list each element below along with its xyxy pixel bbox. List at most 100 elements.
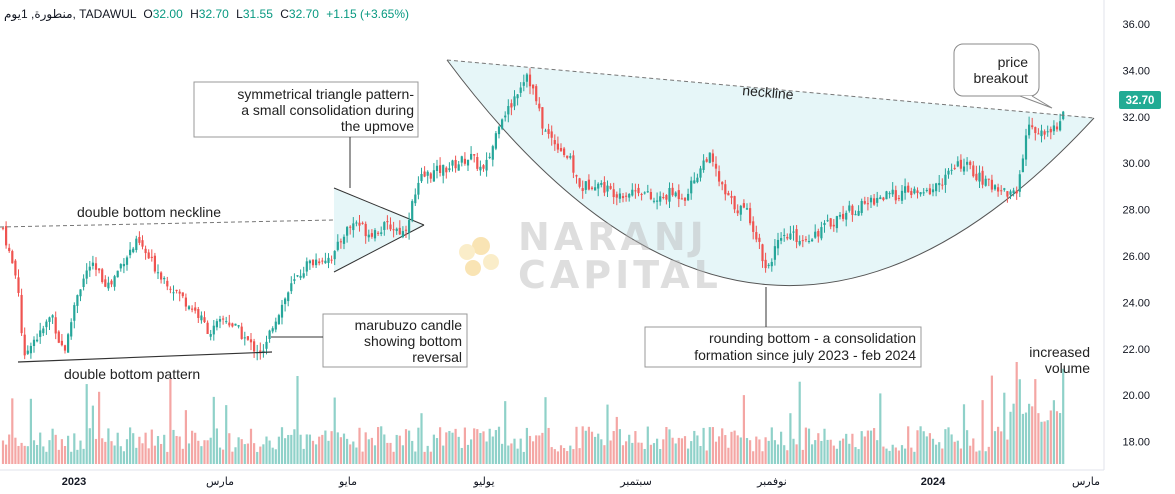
candle-body xyxy=(172,292,175,294)
candle-body xyxy=(367,234,370,238)
time-tick-label: مارس xyxy=(1072,476,1100,488)
candle-body xyxy=(200,315,203,321)
volume-bar xyxy=(811,444,814,464)
volume-bar xyxy=(550,447,553,464)
candle-body xyxy=(950,169,953,171)
candle-body xyxy=(76,295,79,306)
volume-bar xyxy=(1062,368,1065,464)
volume-bar xyxy=(786,450,789,464)
candle-body xyxy=(411,201,414,221)
volume-bar xyxy=(29,398,32,464)
candle-body xyxy=(798,241,801,245)
watermark-line1: NARANJ xyxy=(518,215,708,259)
volume-bar xyxy=(463,427,466,464)
price-axis[interactable]: 18.00 20.00 22.00 24.00 26.00 28.00 30.00 32.00… xyxy=(1122,19,1150,449)
volume-bar xyxy=(79,440,82,464)
open-value: O32.00 xyxy=(143,7,183,21)
candle-body xyxy=(299,275,302,278)
candle-body xyxy=(981,170,984,185)
volume-bar xyxy=(299,434,302,464)
candle-body xyxy=(559,148,563,151)
candle-body xyxy=(497,126,501,135)
candle-body xyxy=(129,249,132,256)
candle-body xyxy=(668,187,671,202)
volume-bar xyxy=(5,444,8,464)
volume-bar xyxy=(36,444,39,464)
volume-bar xyxy=(665,426,668,464)
volume-bar xyxy=(634,431,637,464)
volume-bar xyxy=(311,440,315,464)
volume-bar xyxy=(758,439,761,464)
volume-bar xyxy=(191,430,194,464)
candle-body xyxy=(305,261,308,272)
volume-bar xyxy=(733,430,736,464)
candle-body xyxy=(575,175,578,177)
volume-bar xyxy=(501,443,504,464)
marubuzo-line1: marubuzo candle xyxy=(355,317,463,333)
candle-body xyxy=(931,189,935,193)
candle-body xyxy=(603,182,606,193)
volume-bar xyxy=(51,428,54,464)
candle-body xyxy=(184,297,187,307)
volume-bar xyxy=(792,438,795,464)
volume-bar xyxy=(1034,379,1037,464)
volume-bar xyxy=(640,442,643,464)
candle-body xyxy=(978,172,981,182)
volume-bar xyxy=(218,447,222,464)
volume-bar xyxy=(315,444,318,464)
candle-body xyxy=(944,174,947,185)
time-axis[interactable]: 2023 مارس مايو يوليو سبتمبر نوفمبر 2024 مارس xyxy=(62,476,1100,488)
volume-bar xyxy=(730,431,733,464)
volume-bar xyxy=(1006,439,1009,464)
volume-bar xyxy=(776,444,780,464)
candle-body xyxy=(987,178,990,180)
candle-body xyxy=(714,163,718,169)
volume-bar xyxy=(987,446,990,464)
volume-bar xyxy=(336,432,339,464)
candle-body xyxy=(922,192,925,194)
candle-body xyxy=(770,261,773,267)
volume-bar xyxy=(98,391,101,464)
candle-body xyxy=(383,222,386,230)
candle-body xyxy=(553,140,556,145)
candle-body xyxy=(26,350,29,354)
volume-bar xyxy=(1003,392,1006,464)
volume-bar xyxy=(172,429,175,464)
volume-bar xyxy=(705,450,708,464)
volume-bar xyxy=(900,445,904,464)
candle-body xyxy=(290,283,293,292)
volume-bar xyxy=(597,433,600,464)
candle-body xyxy=(857,210,860,216)
marubuzo-line3: reversal xyxy=(412,349,462,365)
candle-body xyxy=(736,210,739,214)
candle-body xyxy=(494,133,497,149)
candle-body xyxy=(246,336,249,340)
volume-bar xyxy=(358,427,361,464)
candle-body xyxy=(370,233,373,237)
candle-body xyxy=(215,321,218,328)
volume-bar xyxy=(479,433,482,464)
candle-body xyxy=(897,197,900,199)
volume-bar xyxy=(814,440,817,464)
candle-body xyxy=(308,260,311,264)
volume-bar xyxy=(699,446,702,464)
volume-bar xyxy=(125,439,129,464)
volume-bar xyxy=(488,428,491,464)
volume-bar xyxy=(981,400,984,464)
volume-bar xyxy=(532,441,535,464)
rounding-line2: formation since july 2023 - feb 2024 xyxy=(694,347,916,363)
volume-bar xyxy=(144,432,147,464)
volume-bar xyxy=(916,430,919,464)
candle-body xyxy=(662,197,665,199)
volume-bar xyxy=(882,446,885,464)
volume-bar xyxy=(649,444,652,464)
volume-bar xyxy=(110,441,113,464)
volume-bar xyxy=(277,436,280,464)
volume-bar xyxy=(745,438,749,464)
volume-bar xyxy=(327,440,330,464)
candle-body xyxy=(457,164,460,171)
volume-bar xyxy=(333,397,336,464)
candle-body xyxy=(42,328,45,334)
volume-bar xyxy=(798,381,801,464)
